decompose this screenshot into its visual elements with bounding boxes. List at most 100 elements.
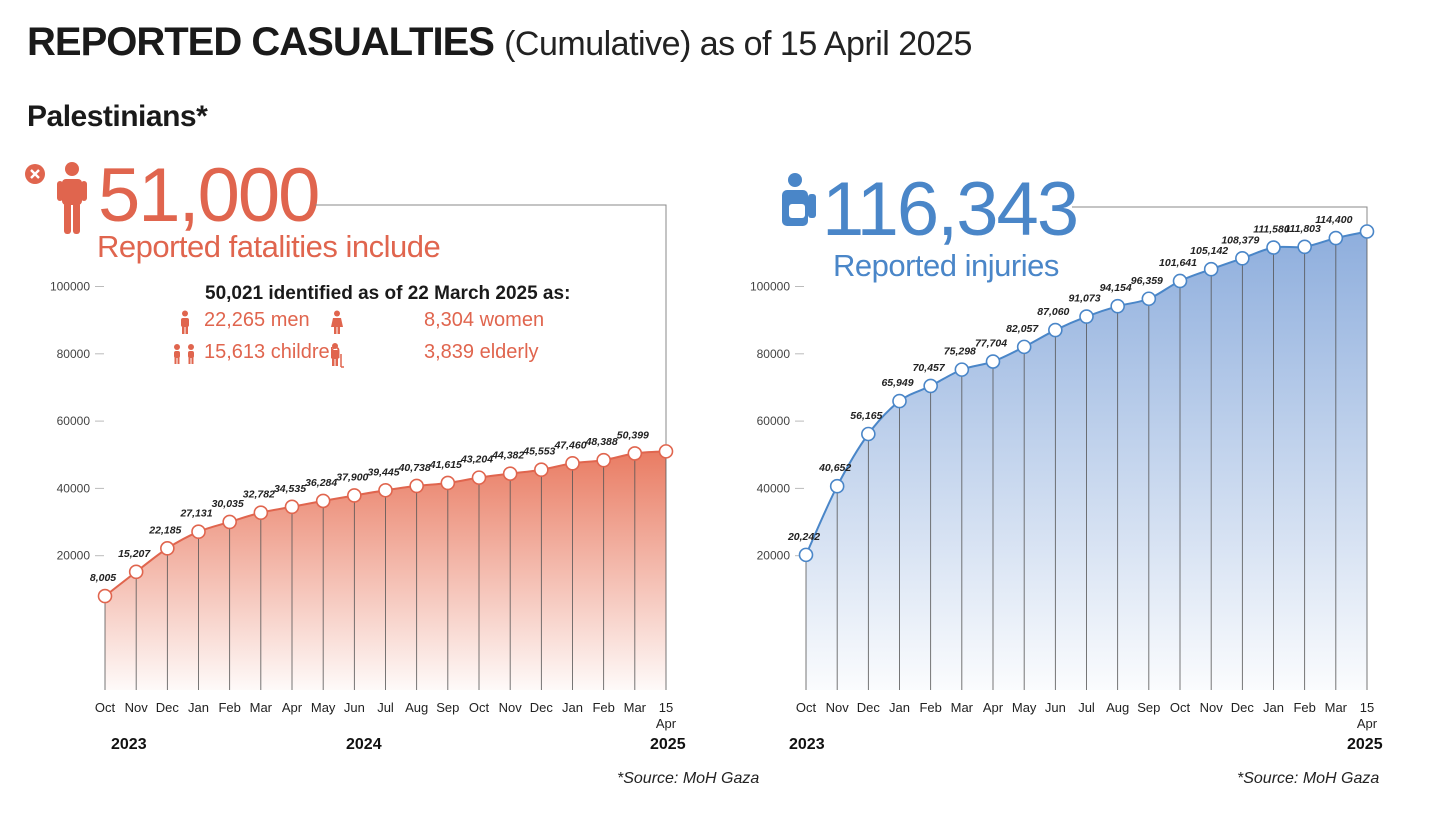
x-tick-label: Feb: [919, 700, 941, 715]
data-point: [378, 482, 393, 498]
x-tick-label: Jan: [1263, 700, 1284, 715]
data-point: [861, 426, 876, 442]
data-point: [798, 547, 814, 563]
data-label: 47,460: [553, 439, 586, 451]
data-point: [1266, 240, 1281, 255]
x-tick-label: Jan: [188, 700, 209, 715]
data-point: [1235, 251, 1250, 266]
fatalities-total: 51,000: [98, 153, 320, 238]
y-tick-label: 80000: [57, 347, 91, 361]
data-point: [954, 362, 970, 377]
data-point: [1203, 261, 1219, 277]
x-tick-label: Dec: [1231, 700, 1255, 715]
x-tick-label: Mar: [250, 700, 273, 715]
data-label: 65,949: [881, 377, 913, 389]
x-tick-label: Dec: [857, 700, 881, 715]
year-label-2023-right: 2023: [789, 736, 825, 753]
data-label: 114,400: [1315, 214, 1352, 226]
data-label: 82,057: [1006, 323, 1039, 335]
page-subtitle: Palestinians*: [27, 100, 208, 133]
identified-heading: 50,021 identified as of 22 March 2025 as…: [205, 283, 571, 304]
x-tick-label: Nov: [125, 700, 149, 715]
data-label: 43,204: [460, 454, 493, 466]
data-label: 8,005: [90, 572, 116, 584]
data-point: [1172, 273, 1188, 289]
data-point: [892, 393, 907, 409]
data-point: [222, 514, 237, 530]
x-tick-label: Jun: [344, 700, 365, 715]
x-tick-label: Oct: [796, 700, 817, 715]
men-count: 22,265 men: [204, 309, 310, 331]
children-count: 15,613 children: [204, 341, 341, 363]
x-tick-label: Apr: [1357, 716, 1378, 731]
data-label: 40,652: [818, 462, 851, 474]
data-label: 56,165: [850, 410, 882, 422]
data-label: 75,298: [944, 346, 976, 358]
x-tick-label: Jul: [377, 700, 394, 715]
data-point: [596, 452, 611, 468]
data-label: 22,185: [148, 524, 181, 536]
x-tick-label: Dec: [156, 700, 180, 715]
data-label: 20,242: [787, 531, 820, 543]
y-tick-label: 20000: [57, 549, 91, 563]
children-icon: [174, 344, 194, 364]
data-label: 70,457: [913, 362, 946, 374]
data-label: 34,535: [274, 483, 306, 495]
x-tick-label: Nov: [1200, 700, 1224, 715]
data-label: 44,382: [491, 450, 524, 462]
x-tick-label: 15: [1360, 700, 1374, 715]
data-point: [315, 493, 331, 509]
x-tick-label: Sep: [436, 700, 459, 715]
x-tick-label: Mar: [1325, 700, 1348, 715]
data-point: [97, 588, 113, 604]
x-tick-label: Dec: [530, 700, 554, 715]
x-tick-label: Jan: [889, 700, 910, 715]
data-point: [627, 446, 643, 461]
x-tick-label: Apr: [656, 716, 677, 731]
data-point: [160, 541, 175, 556]
data-point: [923, 378, 938, 394]
data-point: [191, 524, 206, 540]
x-tick-label: Sep: [1137, 700, 1160, 715]
injuries-total: 116,343: [822, 167, 1079, 252]
data-label: 39,445: [367, 466, 399, 478]
year-label-2025-right: 2025: [1347, 736, 1383, 753]
x-tick-label: Feb: [592, 700, 614, 715]
x-tick-label: Mar: [951, 700, 974, 715]
x-tick-label: Nov: [826, 700, 850, 715]
x-tick-label: May: [1012, 700, 1037, 715]
data-label: 45,553: [522, 446, 555, 458]
x-tick-label: Aug: [405, 700, 428, 715]
data-point: [1048, 322, 1063, 338]
year-label-2025-left: 2025: [650, 736, 686, 753]
injuries-source: *Source: MoH Gaza: [1237, 770, 1380, 787]
year-label-2024-left: 2024: [346, 736, 382, 753]
data-point: [1110, 298, 1125, 314]
data-point: [1297, 239, 1312, 255]
data-label: 15,207: [118, 548, 151, 560]
data-label: 108,379: [1221, 234, 1259, 246]
x-tick-label: Mar: [624, 700, 647, 715]
x-tick-label: Feb: [218, 700, 240, 715]
man-icon: [181, 310, 189, 334]
x-tick-label: Oct: [95, 700, 116, 715]
x-tick-label: Oct: [469, 700, 490, 715]
injuries-chart: 20000 40000 60000 80000 100000 20,242 40,652 56…: [750, 206, 1378, 731]
data-point: [128, 564, 144, 580]
x-tick-label: Apr: [983, 700, 1004, 715]
y-tick-label: 80000: [757, 347, 791, 361]
fatalities-source: *Source: MoH Gaza: [617, 770, 760, 787]
year-label-2023-left: 2023: [111, 736, 147, 753]
data-point: [1016, 339, 1032, 355]
data-label: 30,035: [212, 498, 244, 510]
data-point: [1079, 309, 1094, 324]
x-tick-label: May: [311, 700, 336, 715]
x-tick-label: Feb: [1293, 700, 1315, 715]
injured-person-icon: [782, 173, 816, 226]
data-label: 96,359: [1131, 275, 1163, 287]
data-point: [534, 462, 549, 478]
data-label: 111,580: [1253, 224, 1290, 236]
data-label: 50,399: [617, 429, 649, 441]
y-tick-label: 40000: [757, 481, 791, 495]
